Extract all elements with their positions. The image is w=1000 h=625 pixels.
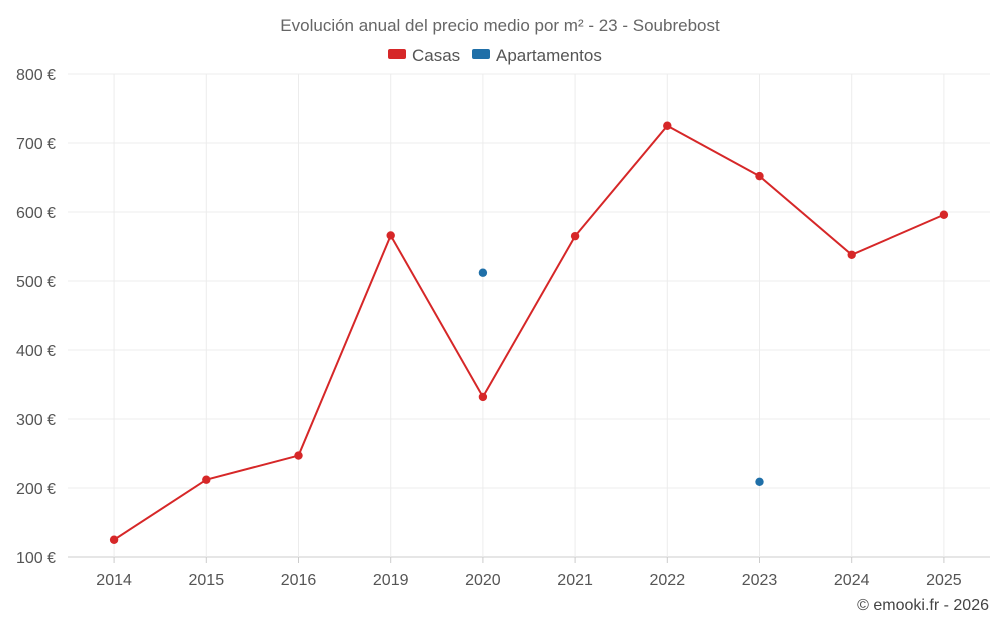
data-point-casas[interactable] (847, 250, 856, 259)
data-point-casas[interactable] (663, 121, 672, 130)
series-line-casas (113, 124, 945, 541)
x-tick-label: 2019 (373, 572, 409, 589)
data-point-casas[interactable] (478, 392, 488, 402)
legend-swatch-casas (388, 49, 406, 59)
y-tick-label: 300 € (16, 412, 56, 429)
legend-label-apartamentos: Apartamentos (496, 46, 602, 65)
data-point-apartamentos[interactable] (478, 268, 488, 277)
y-tick-label: 100 € (16, 550, 56, 567)
legend-label-casas: Casas (412, 46, 460, 65)
y-tick-label: 200 € (16, 481, 56, 498)
x-tick-label: 2023 (742, 572, 778, 589)
data-point-casas[interactable] (386, 231, 395, 240)
legend-item-apartamentos[interactable]: Apartamentos (472, 46, 602, 65)
y-tick-label: 700 € (16, 136, 56, 153)
x-tick-label: 2022 (650, 572, 686, 589)
x-tick-label: 2024 (834, 572, 870, 589)
data-point-casas[interactable] (939, 210, 949, 219)
y-tick-label: 500 € (16, 274, 56, 291)
y-tick-label: 600 € (16, 205, 56, 222)
x-tick-label: 2020 (465, 572, 501, 589)
data-point-casas[interactable] (294, 451, 303, 460)
x-tick-label: 2021 (557, 572, 593, 589)
y-tick-label: 400 € (16, 343, 56, 360)
x-tick-label: 2025 (926, 572, 962, 589)
data-point-apartamentos[interactable] (755, 477, 764, 486)
series-layer (109, 121, 949, 544)
legend: Casas Apartamentos (388, 46, 602, 65)
y-tick-label: 800 € (16, 67, 56, 84)
data-point-casas[interactable] (755, 171, 764, 181)
x-tick-label: 2016 (281, 572, 317, 589)
data-point-casas[interactable] (570, 231, 580, 241)
x-axis: 2014 2015 2016 2019 2020 2021 2022 2023 2024 2025 (96, 557, 962, 589)
grid (68, 73, 990, 558)
chart-title: Evolución anual del precio medio por m² … (280, 16, 720, 35)
legend-item-casas[interactable]: Casas (388, 46, 460, 65)
credit-text: © emooki.fr - 2026 (857, 597, 989, 614)
y-axis: 100 € 200 € 300 € 400 € 500 € 600 € 700 € 800 € (16, 67, 56, 567)
x-tick-label: 2014 (96, 572, 132, 589)
data-point-casas[interactable] (202, 475, 211, 484)
x-tick-label: 2015 (189, 572, 225, 589)
data-point-casas[interactable] (109, 535, 119, 544)
legend-swatch-apartamentos (472, 49, 490, 59)
